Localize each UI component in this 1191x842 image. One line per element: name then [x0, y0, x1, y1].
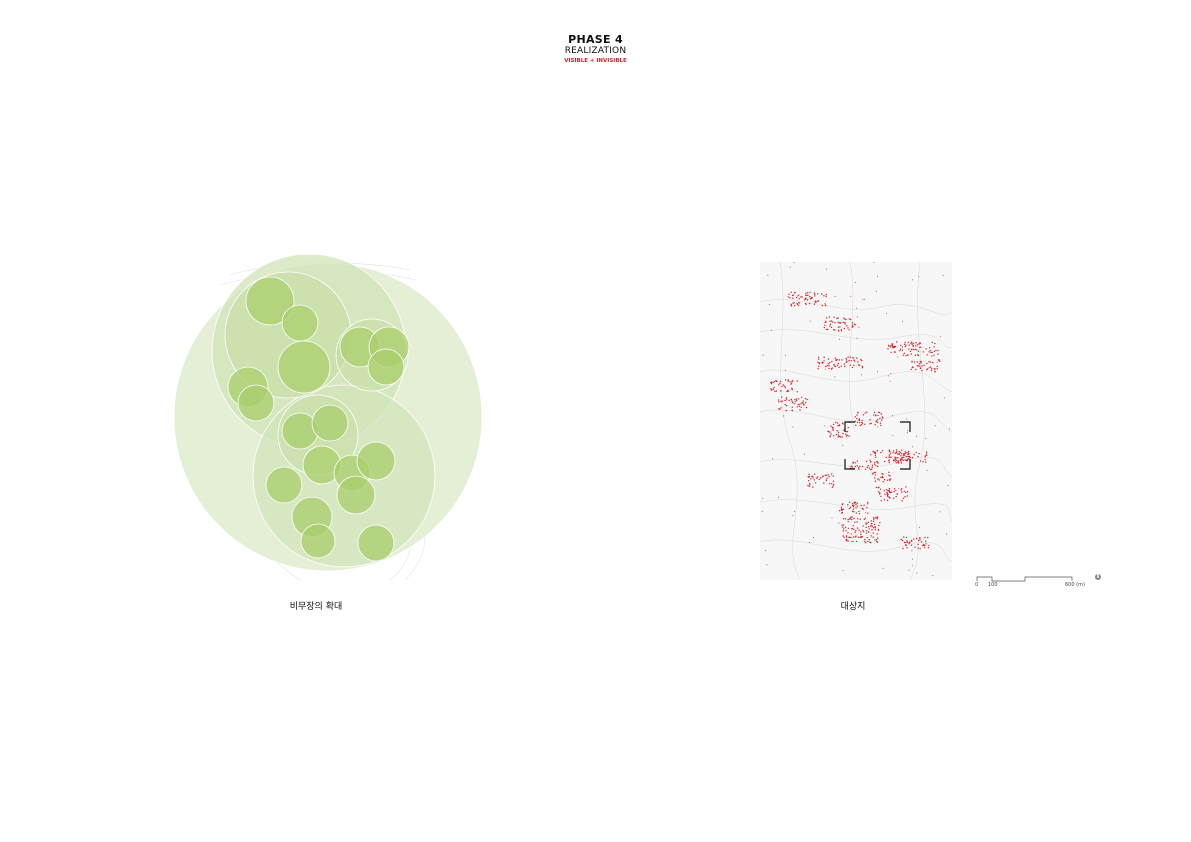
red-point-clusters: [761, 261, 950, 577]
page-header: PHASE 4 REALIZATION VISIBLE + INVISIBLE: [0, 33, 1191, 65]
small-circles: [227, 276, 410, 562]
phase-subtitle: REALIZATION: [564, 46, 627, 56]
scale-tick-100: 100: [988, 582, 998, 588]
scale-tick-0: 0: [975, 582, 979, 588]
phase-tagline: VISIBLE + INVISIBLE: [564, 58, 627, 64]
scale-bar: 0 100 600 (m): [970, 572, 1110, 592]
site-plan-icon: [759, 261, 953, 581]
phase-title: PHASE 4: [568, 33, 623, 46]
expansion-diagram: [160, 253, 500, 585]
nested-circles-icon: [173, 253, 483, 581]
left-caption: 비무장의 확대: [289, 602, 343, 612]
scale-bar-icon: [976, 574, 1101, 582]
site-focus-frame: [844, 421, 911, 470]
site-plan: [759, 261, 955, 582]
scale-tick-600: 600 (m): [1065, 582, 1085, 588]
right-caption: 대상지: [840, 602, 866, 612]
